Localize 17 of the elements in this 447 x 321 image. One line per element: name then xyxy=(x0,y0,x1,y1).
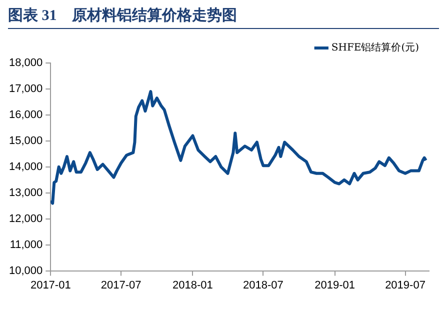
chart-title: 图表 31 原材料铝结算价格走势图 xyxy=(8,6,439,29)
y-tick-label: 11,000 xyxy=(10,238,43,251)
x-tick-label: 2019-01 xyxy=(314,279,355,292)
y-tick-label: 16,000 xyxy=(8,108,43,121)
y-tick-label: 18,000 xyxy=(8,57,43,70)
y-tick-label: 15,000 xyxy=(8,134,43,147)
y-tick-label: 13,000 xyxy=(8,186,43,199)
x-tick-label: 2019-07 xyxy=(385,279,426,292)
x-tick-label: 2017-01 xyxy=(30,279,71,292)
x-tick-label: 2017-07 xyxy=(100,279,142,292)
y-tick-label: 14,000 xyxy=(8,160,43,173)
x-tick-label: 2018-07 xyxy=(242,279,284,292)
y-tick-label: 12,000 xyxy=(8,212,43,225)
y-tick-label: 17,000 xyxy=(8,83,43,96)
legend-label: SHFE铝结算价(元) xyxy=(331,42,420,54)
x-tick-label: 2018-01 xyxy=(172,279,213,292)
y-tick-label: 10,000 xyxy=(8,264,43,277)
